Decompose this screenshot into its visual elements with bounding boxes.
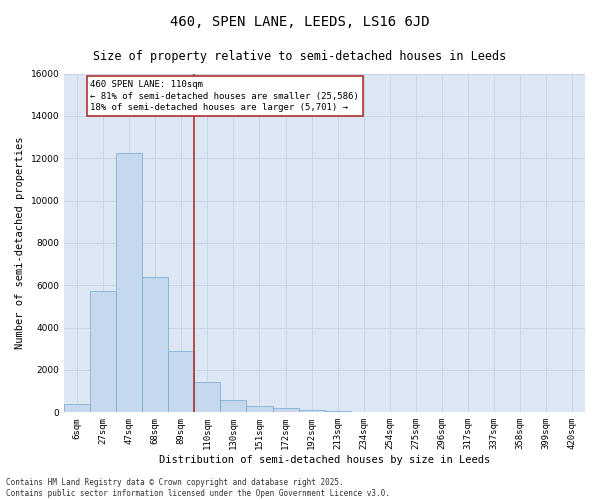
Text: 460, SPEN LANE, LEEDS, LS16 6JD: 460, SPEN LANE, LEEDS, LS16 6JD: [170, 15, 430, 29]
Bar: [90, 290, 116, 412]
Bar: [247, 406, 272, 412]
Bar: [116, 153, 142, 412]
Text: Contains HM Land Registry data © Crown copyright and database right 2025.
Contai: Contains HM Land Registry data © Crown c…: [6, 478, 390, 498]
Bar: [142, 277, 169, 412]
Bar: [299, 410, 325, 412]
Bar: [325, 411, 350, 412]
Bar: [220, 400, 247, 412]
Y-axis label: Number of semi-detached properties: Number of semi-detached properties: [15, 136, 25, 349]
X-axis label: Distribution of semi-detached houses by size in Leeds: Distribution of semi-detached houses by …: [159, 455, 490, 465]
Bar: [194, 382, 220, 412]
Bar: [272, 408, 299, 412]
Bar: [64, 404, 90, 412]
Bar: [169, 351, 194, 412]
Text: Size of property relative to semi-detached houses in Leeds: Size of property relative to semi-detach…: [94, 50, 506, 63]
Text: 460 SPEN LANE: 110sqm
← 81% of semi-detached houses are smaller (25,586)
18% of : 460 SPEN LANE: 110sqm ← 81% of semi-deta…: [90, 80, 359, 112]
